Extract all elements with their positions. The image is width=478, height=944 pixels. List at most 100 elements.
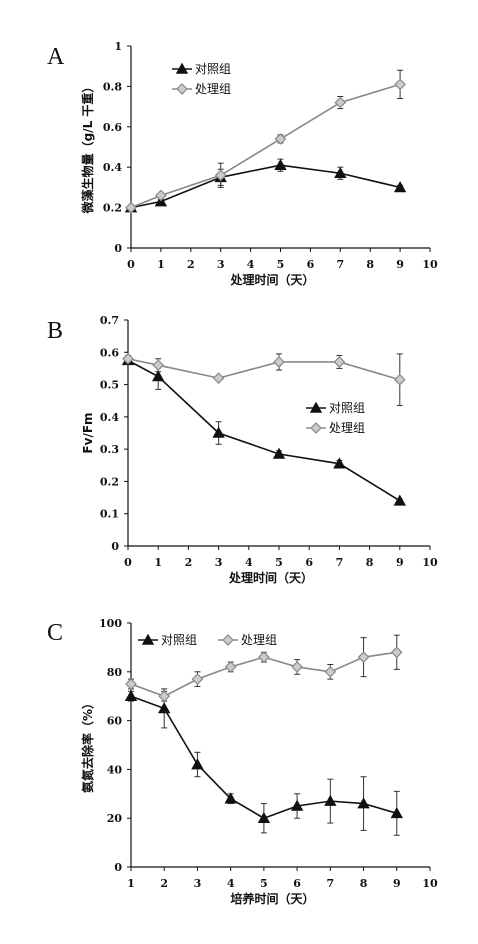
data-point (152, 370, 165, 382)
data-point (291, 661, 303, 673)
y-tick-label: 80 (107, 666, 123, 679)
data-point (212, 426, 225, 438)
y-tick-label: 0.8 (103, 80, 122, 93)
data-point (152, 359, 165, 372)
data-point (274, 133, 287, 145)
y-tick-label: 0 (111, 540, 119, 553)
x-tick-label: 5 (277, 258, 285, 271)
data-point (272, 447, 286, 459)
series-line (130, 164, 401, 209)
x-tick-label: 0 (127, 258, 135, 271)
data-point (124, 689, 138, 701)
y-axis-title: 氨氮去除率（%） (80, 697, 95, 793)
data-point (394, 78, 406, 91)
legend-marker (141, 633, 155, 645)
series-line (130, 695, 398, 820)
x-tick-label: 9 (396, 556, 404, 569)
data-point (191, 758, 204, 770)
x-tick-label: 8 (366, 258, 374, 271)
data-point (122, 352, 134, 365)
data-point (273, 356, 285, 368)
y-tick-label: 0 (114, 242, 122, 255)
y-tick-label: 0.2 (103, 202, 122, 215)
x-tick-label: 5 (275, 556, 283, 569)
x-tick-label: 10 (422, 556, 438, 569)
y-tick-label: 100 (99, 617, 122, 630)
y-tick-label: 0.6 (103, 121, 122, 134)
y-tick-label: 0.4 (100, 411, 119, 424)
y-tick-label: 0 (114, 861, 122, 874)
x-tick-label: 1 (127, 877, 135, 890)
legend-marker (222, 634, 234, 646)
x-axis-title: 处理时间（天） (229, 272, 314, 287)
data-point (324, 794, 337, 806)
x-tick-label: 1 (154, 556, 162, 569)
x-tick-label: 7 (327, 877, 335, 890)
y-axis-title: Fv/Fm (81, 412, 95, 453)
data-point (393, 494, 406, 506)
data-point (334, 166, 347, 179)
legend-label: 对照组 (195, 62, 231, 76)
x-tick-label: 4 (245, 556, 253, 569)
legend-label: 处理组 (195, 82, 231, 96)
legend-label: 对照组 (161, 633, 197, 647)
data-point (214, 169, 227, 182)
legend-label: 处理组 (329, 421, 365, 435)
x-tick-label: 2 (187, 258, 195, 271)
x-tick-label: 6 (305, 556, 313, 569)
data-point (258, 651, 270, 664)
series-line (127, 357, 401, 381)
panel-label: B (47, 318, 63, 344)
series-control (124, 158, 407, 213)
series-treatment (125, 634, 403, 703)
data-point (333, 457, 346, 469)
x-tick-label: 0 (124, 556, 132, 569)
panel-label: C (47, 620, 63, 646)
x-tick-label: 9 (396, 258, 404, 271)
data-point (357, 797, 370, 809)
chart-panel-a: A00.20.40.60.810 1 2 3 4 5 6 7 8 9 10处理时间（天）微藻生物量（… (47, 40, 438, 287)
legend-label: 处理组 (241, 633, 277, 647)
data-point (274, 158, 287, 170)
x-tick-label: 10 (422, 877, 438, 890)
legend-marker (176, 83, 188, 95)
series-treatment (125, 69, 406, 214)
x-tick-label: 9 (393, 877, 401, 890)
series-line (130, 83, 401, 209)
x-tick-label: 1 (157, 258, 165, 271)
x-tick-label: 3 (217, 258, 225, 271)
data-point (158, 690, 171, 703)
y-tick-label: 0.7 (100, 314, 119, 327)
y-tick-label: 0.4 (103, 161, 122, 174)
data-point (390, 646, 403, 659)
series-control (124, 688, 403, 836)
x-tick-label: 2 (185, 556, 193, 569)
data-point (125, 201, 137, 214)
legend-marker (309, 401, 323, 413)
y-tick-label: 0.1 (100, 508, 119, 521)
data-point (390, 806, 403, 819)
data-point (324, 665, 337, 678)
chart-panel-b: B 0 0.1 0.2 0.3 0.4 0.5 0.6 0.7 0 1 2 3 4 5 6 7 8 9 10 处理时间（… (47, 314, 438, 585)
data-point (393, 181, 407, 193)
x-tick-label: 6 (293, 877, 301, 890)
x-tick-label: 4 (247, 258, 255, 271)
data-point (393, 373, 406, 386)
data-point (357, 651, 370, 664)
y-tick-label: 20 (107, 812, 123, 825)
legend-label: 对照组 (329, 401, 365, 415)
data-point (290, 799, 304, 811)
data-point (191, 673, 204, 685)
series-treatment (122, 352, 406, 407)
y-tick-label: 60 (107, 715, 123, 728)
legend-marker (175, 62, 189, 74)
data-point (212, 372, 225, 384)
data-point (224, 792, 237, 804)
data-point (155, 189, 167, 202)
series-line (127, 359, 401, 502)
y-tick-label: 1 (114, 40, 122, 53)
data-point (158, 702, 171, 714)
x-tick-label: 8 (366, 556, 374, 569)
